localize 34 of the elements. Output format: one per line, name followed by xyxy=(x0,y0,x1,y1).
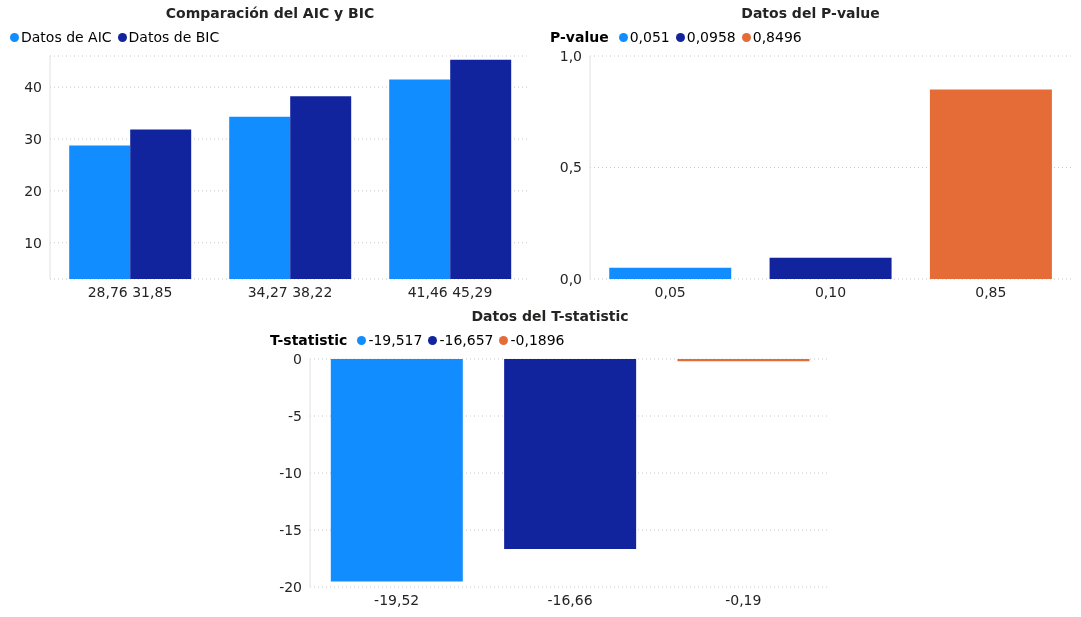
y-tick-label: 20 xyxy=(24,182,42,199)
y-tick-label: 0 xyxy=(293,350,302,367)
chart-title: Datos del P-value xyxy=(740,4,881,23)
legend-label: 0,0958 xyxy=(686,29,736,45)
y-tick-label: 1,0 xyxy=(559,47,582,64)
legend-label: Datos de BIC xyxy=(128,29,220,45)
y-tick-label: -10 xyxy=(279,464,302,481)
legend-label: -19,517 xyxy=(368,332,423,348)
legend-label: -16,657 xyxy=(439,332,494,348)
x-tick-label: 0,10 xyxy=(814,283,847,300)
x-tick-label: 34,27 38,22 xyxy=(247,283,333,300)
legend-title: P-value xyxy=(550,29,609,45)
y-tick-label: -20 xyxy=(279,578,302,595)
y-tick-label: -15 xyxy=(279,521,302,538)
x-tick-label: 0,05 xyxy=(654,283,686,300)
y-tick-label: 40 xyxy=(24,79,42,96)
legend-label: -0,1896 xyxy=(510,332,565,348)
x-tick-label: -16,66 xyxy=(547,591,593,608)
y-tick-label: 10 xyxy=(24,234,42,251)
y-tick-label: 0,0 xyxy=(559,270,582,287)
y-tick-label: 30 xyxy=(24,130,42,147)
legend-title: T-statistic xyxy=(270,332,348,348)
y-tick-label: 0,5 xyxy=(559,159,582,176)
y-tick-label: -5 xyxy=(288,407,302,424)
x-tick-label: 28,76 31,85 xyxy=(87,283,173,300)
legend-label: 0,051 xyxy=(629,29,670,45)
x-tick-label: 0,85 xyxy=(975,283,1007,300)
chart-title: Datos del T-statistic xyxy=(470,307,630,326)
x-tick-label: 41,46 45,29 xyxy=(407,283,493,300)
x-tick-label: -0,19 xyxy=(725,591,762,608)
legend-label: Datos de AIC xyxy=(21,29,112,45)
chart-title: Comparación del AIC y BIC xyxy=(164,4,376,23)
x-tick-label: -19,52 xyxy=(374,591,420,608)
legend-label: 0,8496 xyxy=(752,29,802,45)
